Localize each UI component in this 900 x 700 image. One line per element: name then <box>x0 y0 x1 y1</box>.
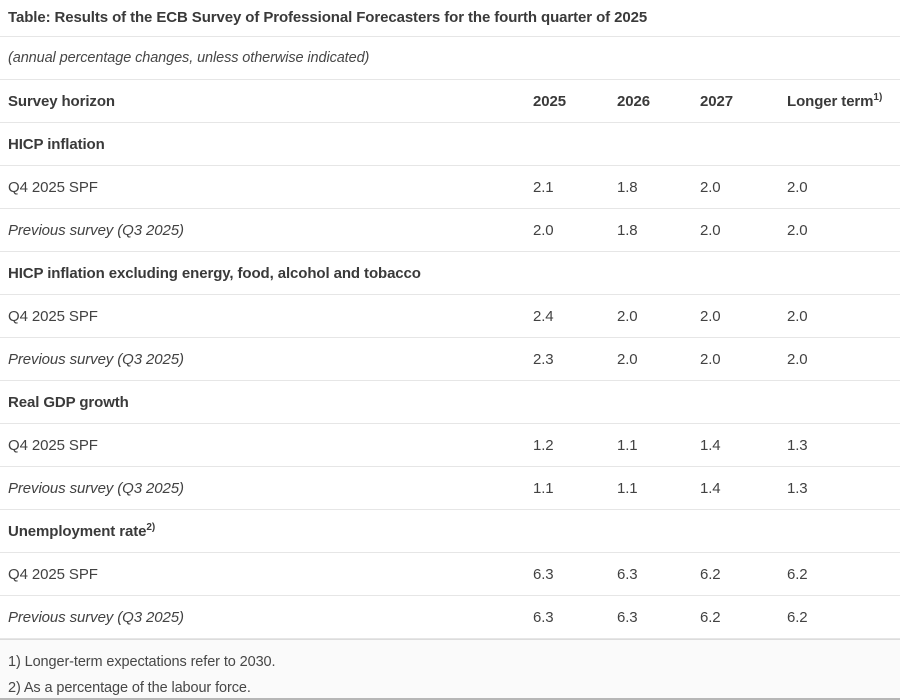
section-heading-text: Unemployment rate <box>8 523 147 540</box>
footnote-ref-2: 2) <box>146 522 156 533</box>
section-heading-unemployment-rate: Unemployment rate2) <box>0 509 900 553</box>
footnote-labour-force: 2) As a percentage of the labour force. <box>8 680 251 696</box>
cell-value: 2.0 <box>609 294 692 338</box>
column-header-2025: 2025 <box>525 79 609 123</box>
row-label: Q4 2025 SPF <box>0 165 525 209</box>
table-row: Previous survey (Q3 2025) 2.3 2.0 2.0 2.… <box>0 337 900 381</box>
cell-value: 6.2 <box>692 595 779 639</box>
table-title-row: Table: Results of the ECB Survey of Prof… <box>0 0 900 37</box>
cell-value: 1.1 <box>525 466 609 510</box>
cell-value: 2.0 <box>609 337 692 381</box>
cell-value: 2.1 <box>525 165 609 209</box>
section-heading-real-gdp-growth: Real GDP growth <box>0 380 900 424</box>
cell-value: 1.8 <box>609 165 692 209</box>
row-label: Q4 2025 SPF <box>0 423 525 467</box>
section-heading-label: Real GDP growth <box>0 380 900 424</box>
cell-value: 6.3 <box>609 595 692 639</box>
cell-value: 1.8 <box>609 208 692 252</box>
section-heading-hicp-core: HICP inflation excluding energy, food, a… <box>0 251 900 295</box>
cell-value: 2.0 <box>525 208 609 252</box>
row-label: Previous survey (Q3 2025) <box>0 466 525 510</box>
cell-value: 2.0 <box>692 294 779 338</box>
table-subtitle: (annual percentage changes, unless other… <box>0 36 900 80</box>
section-heading-hicp-inflation: HICP inflation <box>0 122 900 166</box>
spf-results-table: Table: Results of the ECB Survey of Prof… <box>0 0 900 639</box>
cell-value: 6.2 <box>692 552 779 596</box>
cell-value: 2.4 <box>525 294 609 338</box>
cell-value: 1.4 <box>692 466 779 510</box>
row-label: Previous survey (Q3 2025) <box>0 208 525 252</box>
row-label: Previous survey (Q3 2025) <box>0 595 525 639</box>
column-header-longer-term: Longer term1) <box>779 79 900 123</box>
cell-value: 6.2 <box>779 595 900 639</box>
table-row: Q4 2025 SPF 2.4 2.0 2.0 2.0 <box>0 294 900 338</box>
cell-value: 2.0 <box>779 294 900 338</box>
cell-value: 1.4 <box>692 423 779 467</box>
cell-value: 2.3 <box>525 337 609 381</box>
row-label: Q4 2025 SPF <box>0 294 525 338</box>
cell-value: 1.2 <box>525 423 609 467</box>
cell-value: 2.0 <box>692 337 779 381</box>
table-row: Q4 2025 SPF 1.2 1.1 1.4 1.3 <box>0 423 900 467</box>
column-header-longer-term-label: Longer term <box>787 93 874 110</box>
table-row: Previous survey (Q3 2025) 6.3 6.3 6.2 6.… <box>0 595 900 639</box>
table-row: Previous survey (Q3 2025) 1.1 1.1 1.4 1.… <box>0 466 900 510</box>
cell-value: 1.3 <box>779 423 900 467</box>
column-header-2027: 2027 <box>692 79 779 123</box>
footnote-ref-1: 1) <box>873 92 883 103</box>
table-title: Table: Results of the ECB Survey of Prof… <box>0 0 900 37</box>
table-subtitle-row: (annual percentage changes, unless other… <box>0 36 900 80</box>
cell-value: 2.0 <box>692 165 779 209</box>
cell-value: 1.1 <box>609 466 692 510</box>
section-heading-label: HICP inflation excluding energy, food, a… <box>0 251 900 295</box>
table-footnotes: 1) Longer-term expectations refer to 203… <box>0 639 900 698</box>
cell-value: 2.0 <box>779 208 900 252</box>
cell-value: 2.0 <box>692 208 779 252</box>
cell-value: 6.3 <box>525 552 609 596</box>
table-row: Previous survey (Q3 2025) 2.0 1.8 2.0 2.… <box>0 208 900 252</box>
row-label: Q4 2025 SPF <box>0 552 525 596</box>
table-row: Q4 2025 SPF 2.1 1.8 2.0 2.0 <box>0 165 900 209</box>
section-heading-label: Unemployment rate2) <box>0 509 900 553</box>
cell-value: 6.2 <box>779 552 900 596</box>
cell-value: 6.3 <box>609 552 692 596</box>
table-row: Q4 2025 SPF 6.3 6.3 6.2 6.2 <box>0 552 900 596</box>
section-heading-label: HICP inflation <box>0 122 900 166</box>
table-header-row: Survey horizon 2025 2026 2027 Longer ter… <box>0 79 900 123</box>
footnote-longer-term: 1) Longer-term expectations refer to 203… <box>8 654 276 670</box>
column-header-survey-horizon: Survey horizon <box>0 79 525 123</box>
cell-value: 1.1 <box>609 423 692 467</box>
cell-value: 2.0 <box>779 165 900 209</box>
cell-value: 6.3 <box>525 595 609 639</box>
cell-value: 2.0 <box>779 337 900 381</box>
cell-value: 1.3 <box>779 466 900 510</box>
column-header-2026: 2026 <box>609 79 692 123</box>
row-label: Previous survey (Q3 2025) <box>0 337 525 381</box>
